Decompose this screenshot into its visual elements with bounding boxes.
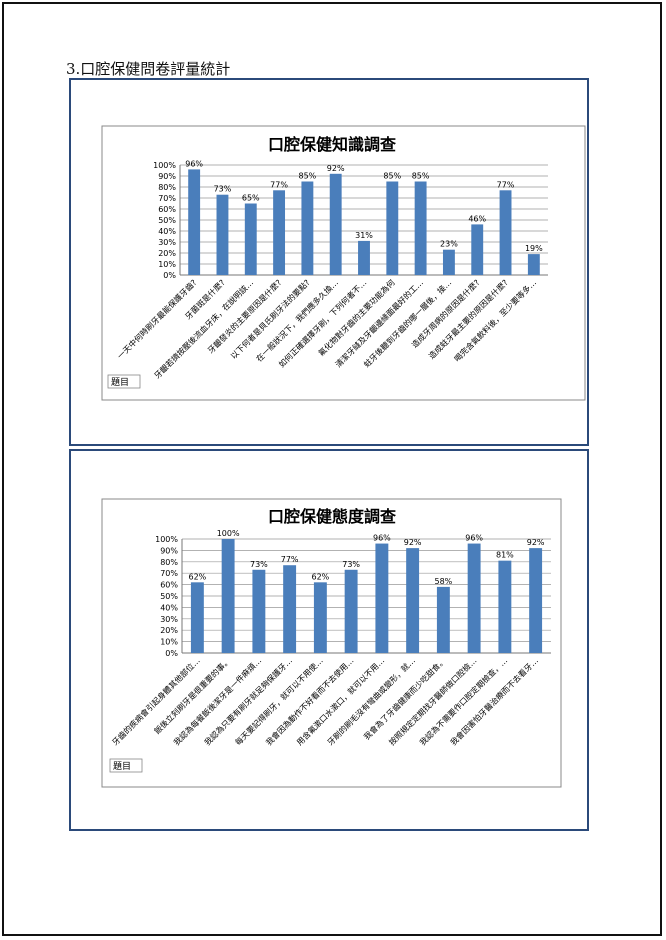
y-tick-label: 20% bbox=[160, 626, 178, 635]
footnote-box bbox=[109, 758, 143, 773]
attitude-chart: 口腔保健態度調查 0% 10% 20% 30% 40% 50% 60% 70% 80% 90% 100… bbox=[101, 498, 562, 788]
y-tick-label: 50% bbox=[160, 592, 178, 601]
bar bbox=[499, 190, 512, 275]
y-tick-label: 10% bbox=[160, 638, 178, 647]
data-label: 81% bbox=[496, 551, 514, 560]
y-tick-label: 30% bbox=[158, 238, 176, 247]
data-label: 19% bbox=[525, 244, 543, 253]
data-label: 96% bbox=[465, 534, 483, 543]
data-label: 62% bbox=[188, 572, 206, 581]
bar bbox=[244, 203, 257, 275]
y-tick-label: 30% bbox=[160, 615, 178, 624]
y-tick-label: 70% bbox=[158, 194, 176, 203]
data-label: 77% bbox=[497, 180, 515, 189]
y-tick-label: 60% bbox=[158, 205, 176, 214]
bar bbox=[436, 586, 450, 653]
bar bbox=[190, 582, 204, 653]
bar bbox=[301, 181, 314, 275]
chart-frame-knowledge: 口腔保健知識調查 0% 10% 20% 30% 40% 50% 60% 70% 80% 90% 100… bbox=[69, 78, 589, 446]
chart-area bbox=[101, 498, 562, 788]
y-tick-label: 100% bbox=[155, 535, 178, 544]
chart-frame-attitude: 口腔保健態度調查 0% 10% 20% 30% 40% 50% 60% 70% 80% 90% 100… bbox=[69, 449, 589, 831]
data-label: 23% bbox=[440, 240, 458, 249]
bar bbox=[221, 539, 235, 653]
bar bbox=[344, 569, 358, 653]
y-tick-label: 40% bbox=[160, 603, 178, 612]
knowledge-chart: 口腔保健知識調查 0% 10% 20% 30% 40% 50% 60% 70% 80% 90% 100… bbox=[101, 125, 586, 401]
y-tick-label: 40% bbox=[158, 227, 176, 236]
footnote-box bbox=[107, 374, 141, 389]
data-label: 85% bbox=[298, 172, 316, 181]
bar bbox=[329, 173, 342, 275]
data-label: 62% bbox=[311, 572, 329, 581]
bar bbox=[529, 548, 543, 653]
y-tick-label: 60% bbox=[160, 581, 178, 590]
y-tick-label: 0% bbox=[165, 649, 178, 658]
chart-title: 口腔保健知識調查 bbox=[268, 135, 396, 154]
footnote-label: 題目 bbox=[113, 761, 131, 772]
y-tick-label: 90% bbox=[160, 546, 178, 555]
bar bbox=[375, 543, 389, 653]
bar bbox=[414, 181, 427, 275]
y-tick-label: 90% bbox=[158, 172, 176, 181]
bar bbox=[313, 582, 327, 653]
y-tick-label: 80% bbox=[158, 183, 176, 192]
bar bbox=[406, 548, 420, 653]
bar bbox=[386, 181, 399, 275]
y-tick-label: 70% bbox=[160, 569, 178, 578]
bar bbox=[442, 249, 455, 275]
data-label: 100% bbox=[217, 529, 240, 538]
bar bbox=[527, 254, 540, 275]
y-tick-label: 10% bbox=[158, 260, 176, 269]
bar bbox=[188, 169, 201, 275]
bar bbox=[467, 543, 481, 653]
data-label: 31% bbox=[355, 231, 373, 240]
y-tick-label: 20% bbox=[158, 249, 176, 258]
bar bbox=[216, 194, 229, 275]
data-label: 96% bbox=[185, 159, 203, 168]
data-label: 73% bbox=[214, 185, 232, 194]
bar bbox=[283, 565, 297, 653]
data-label: 58% bbox=[434, 577, 452, 586]
section-heading: 3.口腔保健問卷評量統計 bbox=[66, 60, 231, 78]
data-label: 65% bbox=[242, 194, 260, 203]
data-label: 77% bbox=[281, 555, 299, 564]
bar bbox=[273, 190, 286, 275]
data-label: 96% bbox=[373, 534, 391, 543]
bar bbox=[471, 224, 484, 275]
y-tick-label: 100% bbox=[153, 161, 176, 170]
data-label: 85% bbox=[383, 172, 401, 181]
y-tick-label: 0% bbox=[163, 271, 176, 280]
data-label: 73% bbox=[250, 560, 268, 569]
bar bbox=[252, 569, 266, 653]
chart-title: 口腔保健態度調查 bbox=[268, 507, 396, 526]
bar bbox=[498, 560, 512, 653]
data-label: 73% bbox=[342, 560, 360, 569]
data-label: 46% bbox=[468, 214, 486, 223]
data-label: 92% bbox=[404, 538, 422, 547]
y-tick-label: 80% bbox=[160, 558, 178, 567]
footnote-label: 題目 bbox=[111, 377, 129, 388]
y-tick-label: 50% bbox=[158, 216, 176, 225]
data-label: 85% bbox=[412, 172, 430, 181]
data-label: 92% bbox=[327, 164, 345, 173]
data-label: 77% bbox=[270, 180, 288, 189]
bar bbox=[358, 240, 370, 275]
data-label: 92% bbox=[527, 538, 545, 547]
